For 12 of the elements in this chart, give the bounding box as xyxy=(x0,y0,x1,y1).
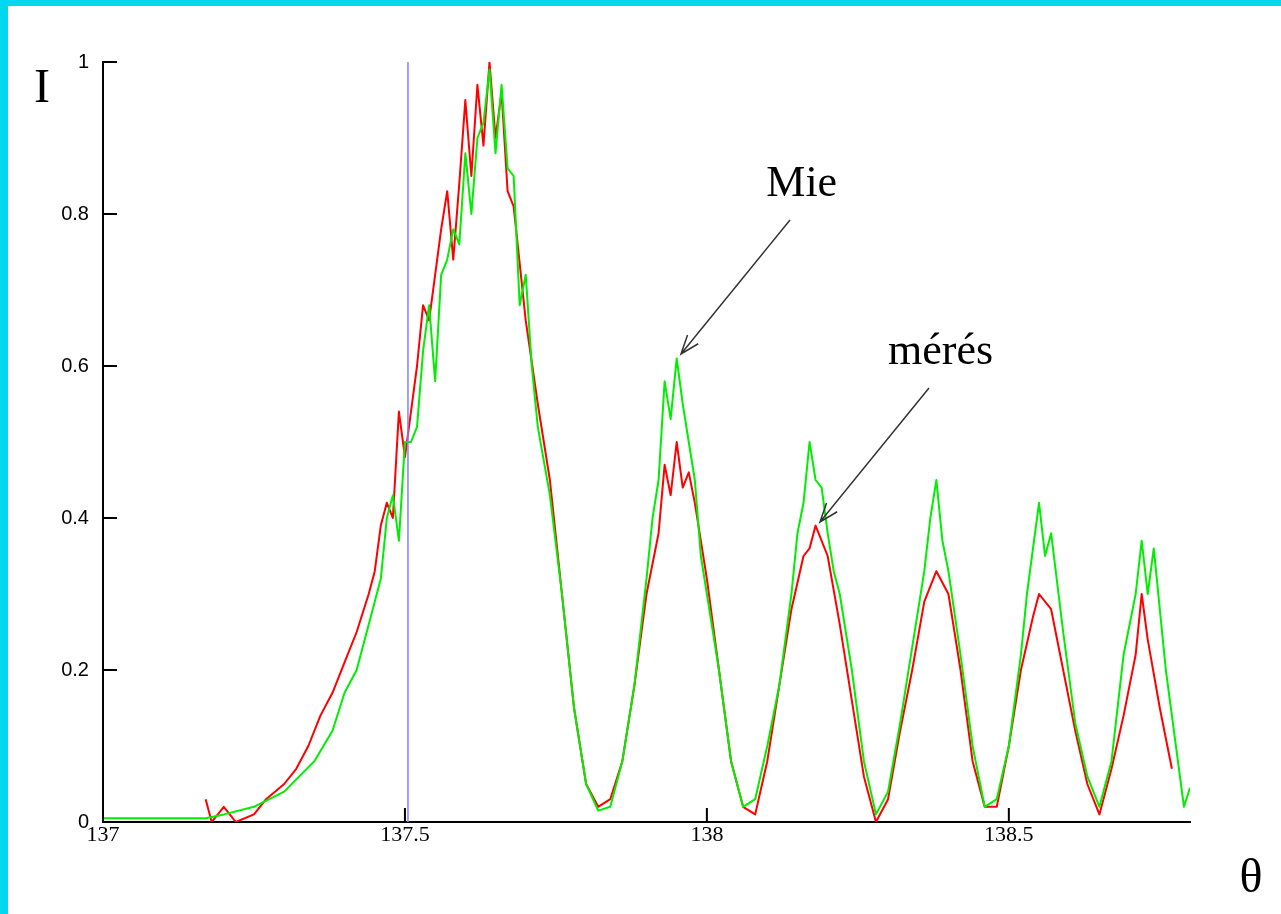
annotation: mérés xyxy=(888,324,994,374)
y-tick-label: 0.6 xyxy=(61,353,89,376)
y-tick-label: 1 xyxy=(77,49,89,72)
y-tick-label: 0.8 xyxy=(61,201,89,224)
x-tick-label: 137.5 xyxy=(380,820,430,846)
y-tick-label: 0.2 xyxy=(61,657,89,680)
y-tick-label: 0.4 xyxy=(61,505,89,528)
annotation: Mie xyxy=(766,157,838,207)
y-axis-title: I xyxy=(34,59,50,112)
x-tick-label: 138 xyxy=(690,820,724,846)
x-axis-title: θ xyxy=(1239,849,1263,902)
x-tick-label: 138.5 xyxy=(984,820,1034,846)
